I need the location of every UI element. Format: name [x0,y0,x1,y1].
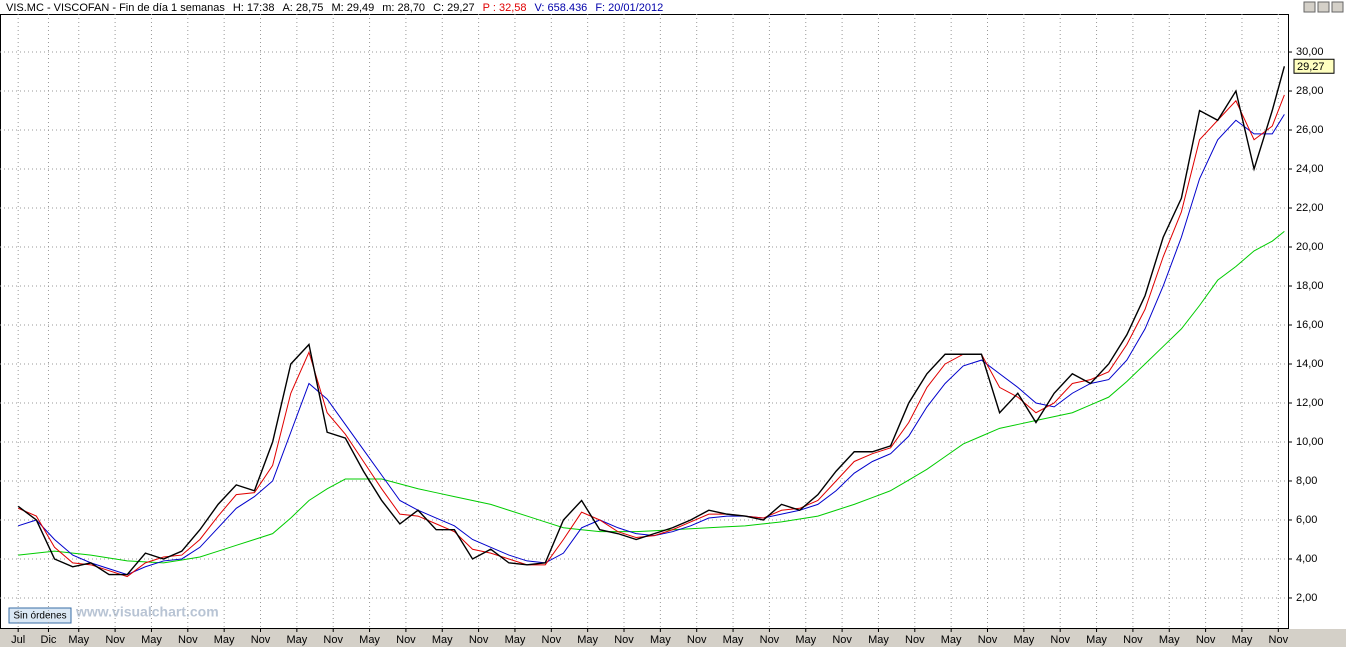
x-tick-label: May [941,634,962,646]
x-tick-label: May [359,634,380,646]
x-tick-label: May [432,634,453,646]
x-tick-label: Nov [178,634,198,646]
x-tick-label: May [1086,634,1107,646]
status-button[interactable] [8,607,72,624]
x-tick-label: Nov [978,634,998,646]
x-tick-label: Nov [1123,634,1143,646]
x-tick-label: Jul [11,634,25,646]
minimize-button[interactable] [1303,1,1316,13]
price-line [17,66,1286,576]
x-tick-label: Nov [1269,634,1289,646]
x-axis-band [0,629,1346,647]
header-field: H: 17:38 [233,2,275,14]
x-tick-label: Nov [614,634,634,646]
x-tick-label: May [1232,634,1253,646]
x-tick-label: Nov [251,634,271,646]
y-tick-label: 2,00 [1296,592,1317,604]
x-tick-label: Nov [687,634,707,646]
window-buttons [1303,1,1344,13]
header-field: M: 29,49 [331,2,374,14]
y-tick-label: 6,00 [1296,514,1317,526]
header-field: V: 658.436 [535,2,588,14]
y-tick-label: 14,00 [1296,358,1324,370]
y-tick-label: 20,00 [1296,241,1324,253]
x-tick-label: Nov [760,634,780,646]
y-tick-label: 16,00 [1296,319,1324,331]
x-tick-label: May [795,634,816,646]
moving-average [18,231,1285,564]
last-value-label: 29,27 [1297,61,1325,73]
x-tick-label: Nov [323,634,343,646]
last-value-box [1293,58,1335,74]
x-tick-label: Nov [1050,634,1070,646]
x-tick-label: May [141,634,162,646]
x-tick-label: May [650,634,671,646]
y-tick-label: 4,00 [1296,553,1317,565]
x-tick-label: May [723,634,744,646]
y-tick-label: 10,00 [1296,436,1324,448]
y-tick-label: 26,00 [1296,124,1324,136]
x-tick-label: May [868,634,889,646]
y-tick-label: 22,00 [1296,202,1324,214]
x-tick-label: Nov [396,634,416,646]
x-tick-label: May [1013,634,1034,646]
y-tick-label: 18,00 [1296,280,1324,292]
y-tick-label: 24,00 [1296,163,1324,175]
x-tick-label: Dic [41,634,57,646]
x-tick-label: Nov [1196,634,1216,646]
close-button[interactable] [1331,1,1344,13]
status-button-label: Sin órdenes [13,611,66,622]
x-tick-label: May [1159,634,1180,646]
maximize-button[interactable] [1317,1,1330,13]
moving-average [17,94,1285,578]
x-tick-label: May [214,634,235,646]
header-field: VIS.MC - VISCOFAN - Fin de día 1 semanas [6,2,225,14]
header-field: P : 32,58 [483,2,527,14]
x-tick-label: Nov [832,634,852,646]
watermark: www.visualchart.com [75,604,219,620]
header-field: C: 29,27 [433,2,475,14]
header: VIS.MC - VISCOFAN - Fin de día 1 semanas… [6,2,663,14]
y-tick-label: 30,00 [1296,46,1324,58]
x-tick-label: May [577,634,598,646]
y-tick-label: 8,00 [1296,475,1317,487]
x-tick-label: Nov [105,634,125,646]
x-tick-label: May [68,634,89,646]
header-field: m: 28,70 [382,2,425,14]
header-field: A: 28,75 [282,2,323,14]
y-tick-label: 12,00 [1296,397,1324,409]
x-tick-label: Nov [542,634,562,646]
header-field: F: 20/01/2012 [595,2,663,14]
x-tick-label: Nov [905,634,925,646]
x-tick-label: Nov [469,634,489,646]
x-tick-label: May [505,634,526,646]
x-tick-label: May [286,634,307,646]
plot-frame [0,14,1289,629]
y-tick-label: 28,00 [1296,85,1324,97]
